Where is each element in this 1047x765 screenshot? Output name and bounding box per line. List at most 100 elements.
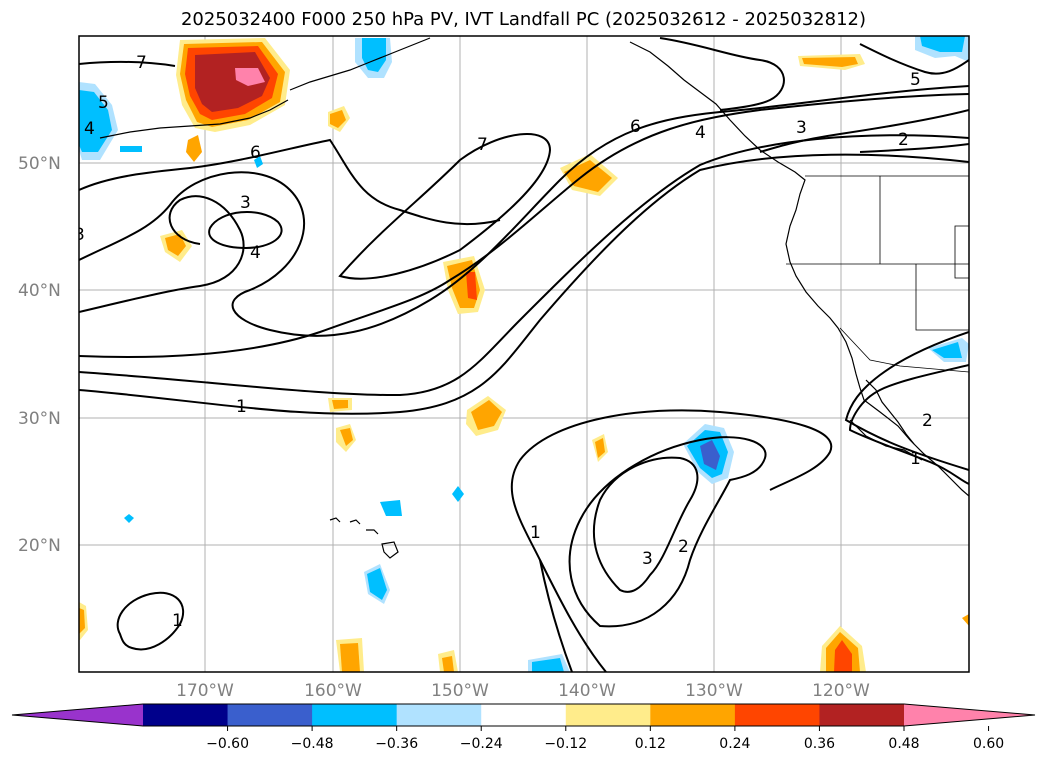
- islands: [329, 517, 399, 559]
- hawaii-island: [366, 529, 379, 535]
- pv-negative-region: [532, 658, 564, 672]
- contour-label: 4: [84, 119, 95, 139]
- map-frame: [78, 35, 970, 673]
- us-mexico-border: [839, 327, 969, 373]
- contour-line: [510, 409, 833, 672]
- pv-positive-region: [340, 428, 353, 446]
- lon-label-160w: 160°W: [304, 681, 362, 701]
- contour-label: 1: [172, 611, 183, 631]
- colorbar-tick-label: −0.12: [544, 736, 587, 752]
- lat-label-30n: 30°N: [18, 409, 61, 429]
- colorbar-tick-label: 0.36: [804, 736, 835, 752]
- lon-label-150w: 150°W: [431, 681, 489, 701]
- pv-positive-region: [330, 110, 346, 128]
- colorbar: −0.60 −0.48 −0.36 −0.24 −0.12 0.12 0.24 0.36 0.4…: [11, 703, 1036, 752]
- contour-label: 3: [796, 118, 807, 138]
- pv-positive-region: [466, 272, 477, 300]
- aleutian-coast: [289, 37, 431, 91]
- pv-positive-region: [79, 608, 85, 634]
- contour-line: [79, 195, 245, 313]
- lon-label-140w: 140°W: [558, 681, 616, 701]
- colorbar-extend-min: [12, 704, 143, 726]
- colorbar-swatch: [734, 704, 820, 726]
- colorbar-swatch: [650, 704, 736, 726]
- contour-label: 3: [74, 225, 85, 245]
- contour-label: 5: [910, 70, 921, 90]
- colorbar-swatch: [227, 704, 313, 726]
- contour-line: [79, 60, 176, 67]
- contour-line: [338, 133, 552, 280]
- map-background: [79, 36, 969, 672]
- pv-positive-region: [834, 640, 852, 672]
- lat-label-40n: 40°N: [18, 281, 61, 301]
- colorbar-tick-label: 0.48: [888, 736, 919, 752]
- contour-label: 4: [250, 243, 261, 263]
- contour-line: [208, 211, 283, 250]
- pv-negative-region: [932, 342, 962, 358]
- pv-negative-region: [124, 514, 134, 523]
- map-panel: 7 5 4 6 3 4 7 6 4 3 2 5 1 1 3 2 1: [74, 35, 970, 673]
- pv-negative-region: [700, 440, 720, 470]
- pv-positive-region: [442, 656, 454, 672]
- colorbar-swatch: [565, 704, 651, 726]
- pv-negative-region: [380, 500, 402, 516]
- contour-labels: 7 5 4 6 3 4 7 6 4 3 2 5 1 1 3 2 1: [74, 53, 933, 631]
- contour-line: [79, 93, 969, 358]
- contour-label: 2: [678, 537, 689, 557]
- colorbar-tick-label: −0.36: [375, 736, 418, 752]
- contour-label: 3: [642, 549, 653, 569]
- lat-label-20n: 20°N: [18, 536, 61, 556]
- contour-line: [659, 37, 785, 111]
- hawaii-big-island: [381, 541, 399, 559]
- colorbar-extend-max: [904, 704, 1035, 726]
- lat-label-50n: 50°N: [18, 154, 61, 174]
- pv-negative-region: [362, 38, 386, 72]
- colorbar-swatch: [819, 704, 905, 726]
- colorbar-tick-label: −0.60: [206, 736, 249, 752]
- contour-label: 2: [898, 130, 909, 150]
- colorbar-outline: [11, 703, 1036, 727]
- contour-line: [568, 436, 767, 628]
- contour-label: 1: [236, 397, 247, 417]
- pv-positive-region: [165, 234, 186, 256]
- pv-positive-region: [195, 52, 270, 112]
- contour-label: 6: [250, 143, 261, 163]
- contour-line: [79, 138, 501, 226]
- colorbar-swatch: [143, 704, 229, 726]
- contour-line: [848, 364, 969, 485]
- contour-label: 4: [695, 123, 706, 143]
- hawaii-island: [329, 517, 341, 523]
- pv-negative-region: [79, 90, 112, 152]
- contour-line: [859, 43, 969, 75]
- lon-axis: 170°W 160°W 150°W 140°W 130°W 120°W: [176, 681, 870, 701]
- colorbar-tick-label: −0.24: [460, 736, 503, 752]
- figure-title: 2025032400 F000 250 hPa PV, IVT Landfall…: [180, 9, 867, 30]
- lon-label-170w: 170°W: [176, 681, 234, 701]
- pv-positive-region: [340, 643, 360, 672]
- contour-label: 5: [98, 93, 109, 113]
- contour-label: 1: [530, 523, 541, 543]
- pv-negative-region: [120, 146, 142, 152]
- lon-label-130w: 130°W: [685, 681, 743, 701]
- pv-positive-region: [332, 400, 348, 409]
- pv-shading: [79, 36, 969, 672]
- contour-label: 7: [136, 53, 147, 73]
- baja-california: [865, 379, 915, 445]
- borders: [786, 175, 969, 373]
- contour-line: [79, 134, 969, 397]
- contour-line: [859, 143, 969, 153]
- pv-positive-region: [962, 614, 969, 626]
- pv-positive-region: [802, 57, 858, 67]
- ivt-contours: [79, 37, 969, 672]
- contour-label: 2: [922, 411, 933, 431]
- colorbar-swatch: [312, 704, 398, 726]
- lon-label-120w: 120°W: [812, 681, 870, 701]
- contour-line: [79, 85, 969, 337]
- pv-negative-region: [452, 486, 464, 502]
- hawaii-island: [349, 519, 361, 525]
- pv-negative-region: [920, 36, 965, 52]
- aleutian-islands: [99, 99, 289, 139]
- colorbar-tick-label: 0.24: [719, 736, 750, 752]
